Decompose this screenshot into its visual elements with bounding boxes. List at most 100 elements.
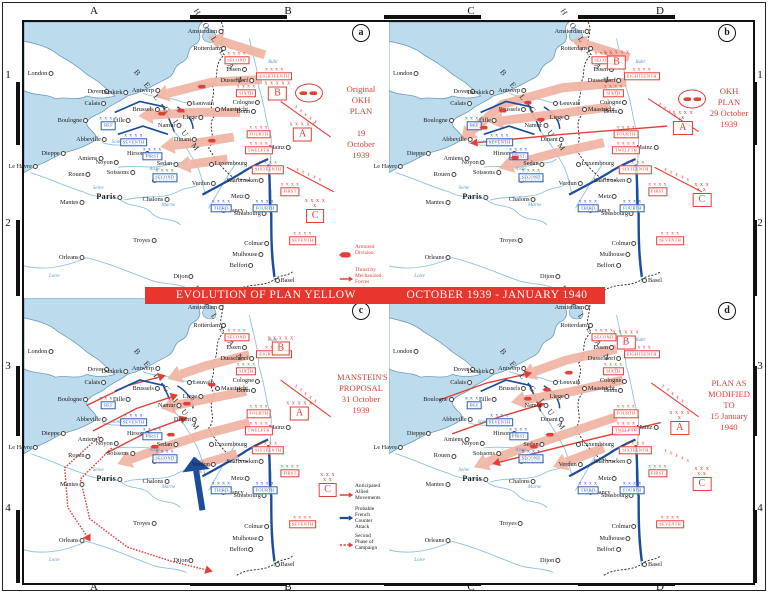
army-unit-box: x x x x FIRST — [647, 182, 668, 196]
city-dot — [98, 156, 104, 162]
city-label: Namur — [524, 402, 549, 409]
city-label: Troyes — [133, 521, 157, 527]
city-dot — [173, 161, 179, 167]
grid-row-label: 3 — [5, 360, 11, 372]
city-dot — [542, 402, 548, 408]
city-dot — [622, 99, 628, 105]
city-label: Mulhouse — [600, 535, 632, 542]
city-label: Dieppe — [407, 150, 432, 157]
city-dot — [48, 71, 54, 77]
panel-d-title-column: PLAN AS MODIFIED TO 15 January 1940 — [705, 298, 753, 581]
city-dot — [164, 197, 170, 203]
city-dot — [285, 145, 291, 151]
city-label: Liege — [183, 114, 204, 121]
city-label: Calais — [84, 379, 107, 386]
city-dot — [215, 106, 221, 112]
army-unit-box: x x x x THIRD — [210, 480, 232, 495]
city-label: Calais — [450, 379, 473, 386]
city-dot — [483, 476, 489, 482]
city-dot — [521, 385, 527, 391]
city-dot — [517, 238, 523, 244]
army-unit-box: x x x x BEF — [465, 395, 484, 410]
city-label: Basel — [274, 562, 295, 568]
city-label: Bonn — [604, 109, 625, 115]
army-unit-box: x x x x SEVENTH — [485, 412, 514, 427]
city-dot — [255, 99, 261, 105]
city-label: Le Havre — [373, 444, 404, 451]
city-label: Paris — [462, 193, 489, 201]
city-dot — [221, 323, 226, 329]
city-label: Luxembourg — [575, 442, 614, 448]
city-label: Bonn — [604, 388, 625, 394]
city-label: Soissons — [107, 450, 136, 457]
city-label: Dunkirk — [102, 368, 130, 375]
panel-a-title-column: Original OKH PLAN 19 October 1939 Armored Divi… — [337, 22, 385, 296]
army-unit-box: x x x x TWELFTH — [611, 421, 641, 435]
city-dot — [151, 238, 157, 244]
river-label: Marne — [528, 202, 542, 208]
city-label: Dusseldorf — [588, 355, 623, 362]
city-dot — [198, 114, 204, 120]
city-label: Dijon — [540, 273, 561, 280]
grid-col-label: A — [90, 581, 98, 593]
city-dot — [188, 273, 194, 279]
city-dot — [483, 195, 489, 201]
city-dot — [210, 462, 216, 468]
army-unit-box: x x x x THIRD — [577, 480, 599, 495]
army-unit-box: x x x x FOURTH — [252, 198, 278, 213]
army-unit-box: x x x x FIRST — [508, 146, 529, 161]
city-dot — [612, 476, 618, 482]
city-dot — [125, 396, 131, 402]
city-dot — [221, 46, 226, 52]
scale-bar — [753, 510, 757, 583]
city-dot — [451, 453, 457, 459]
armored-division-icon — [207, 374, 216, 392]
city-dot — [625, 535, 631, 541]
armored-division-icon — [157, 103, 166, 121]
river-label: Seine — [92, 467, 104, 473]
city-dot — [251, 109, 257, 115]
scale-bar — [384, 15, 481, 19]
city-dot — [258, 459, 264, 465]
city-dot — [125, 117, 131, 123]
river-label: Somme — [477, 139, 492, 145]
city-dot — [101, 101, 107, 107]
city-label: Lille — [479, 396, 498, 403]
city-label: Verdun — [559, 461, 584, 468]
city-dot — [48, 348, 54, 354]
city-label: Amiens — [444, 436, 471, 443]
river-label: Marne — [161, 202, 176, 208]
city-dot — [101, 136, 107, 142]
city-label: Dijon — [540, 558, 561, 564]
city-label: Cologne — [600, 378, 628, 384]
city-label: Essen — [226, 344, 248, 351]
city-label: London — [393, 348, 420, 355]
city-label: Belfort — [230, 262, 255, 269]
grid-col-label: D — [656, 5, 664, 17]
scale-bar — [578, 15, 675, 19]
city-dot — [241, 344, 247, 350]
city-label: Rouen — [434, 172, 457, 178]
army-unit-box: x x x x FOURTH — [619, 198, 645, 213]
city-dot — [113, 440, 119, 446]
city-dot — [464, 436, 470, 442]
city-label: Brussels — [499, 385, 527, 392]
city-dot — [489, 90, 495, 96]
river-label: Ruhr — [268, 337, 279, 343]
army-unit-box: x x x x THIRD — [577, 198, 599, 213]
city-dot — [215, 385, 221, 391]
city-dot — [521, 365, 527, 371]
city-dot — [249, 355, 255, 361]
city-label: Verdun — [192, 180, 217, 187]
city-label: London — [393, 70, 420, 77]
scale-bar — [753, 366, 757, 436]
city-label: Rotterdam — [193, 323, 227, 329]
city-label: Bonn — [237, 388, 258, 394]
grid-row-label: 4 — [757, 502, 763, 514]
city-label: Dusseldorf — [221, 355, 256, 362]
